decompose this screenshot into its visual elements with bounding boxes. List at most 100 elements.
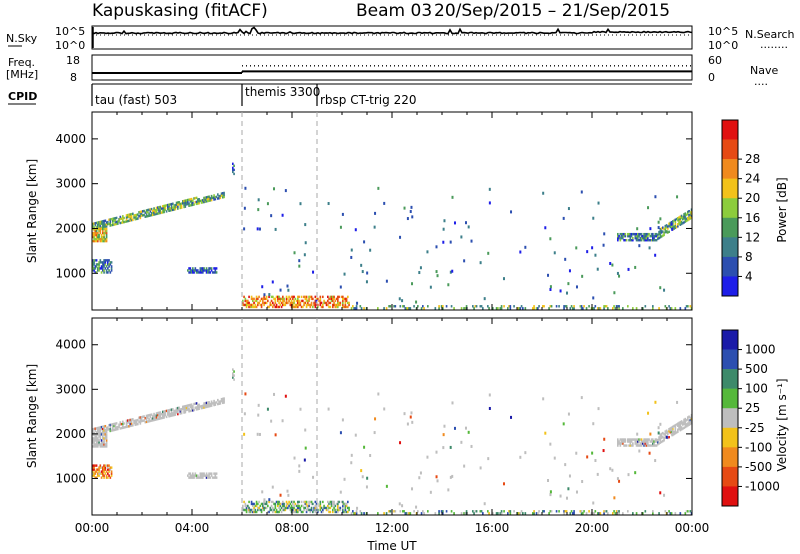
- band-power-cell: [114, 217, 117, 220]
- early-power-cell: [98, 235, 100, 239]
- evening-rise-velocity-cell: [663, 439, 665, 442]
- band-power-cell: [223, 191, 225, 195]
- evening-power-cell: [649, 234, 652, 238]
- band-velocity-cell: [209, 404, 212, 408]
- near-power-cell: [333, 303, 335, 307]
- evening-rise-velocity-cell: [685, 425, 688, 428]
- near-late-velocity-cell: [685, 510, 688, 513]
- near-velocity-cell: [270, 508, 273, 512]
- evening-power-cell: [632, 236, 634, 240]
- sparse-velocity-point: [354, 433, 357, 437]
- noise-tick-right-bottom: 10^0: [708, 39, 738, 52]
- near-power-cell: [345, 297, 348, 301]
- colorbar-segment: [722, 139, 738, 160]
- band-power-cell: [105, 225, 108, 228]
- near-velocity-cell: [250, 508, 253, 512]
- band-power-cell: [178, 203, 180, 206]
- evening-velocity-cell: [653, 440, 655, 443]
- band-power-cell: [134, 216, 137, 219]
- near-velocity-cell: [337, 510, 339, 514]
- near-late-power-cell: [465, 305, 468, 308]
- near-power-cell: [253, 305, 255, 309]
- evening-power-cell: [648, 238, 650, 242]
- evening-rise-power-cell: [672, 222, 674, 225]
- sparse-velocity-point: [401, 504, 404, 508]
- near-power-cell: [302, 305, 304, 309]
- band-power-cell: [187, 202, 189, 206]
- mid-low-velocity-cell: [198, 476, 200, 479]
- evening-velocity-cell: [630, 444, 633, 447]
- near-velocity-cell: [290, 500, 293, 504]
- near-velocity-cell: [322, 508, 324, 512]
- y-tick-label: 4000: [55, 132, 86, 146]
- band-power-cell: [205, 198, 208, 201]
- band-velocity-cell: [184, 411, 187, 414]
- near-power-cell: [342, 303, 344, 307]
- band-power-cell: [187, 198, 189, 202]
- evening-power-cell: [652, 236, 654, 240]
- band-velocity-cell: [135, 421, 138, 424]
- early-power-cell: [102, 229, 104, 233]
- band-power-cell: [209, 197, 212, 200]
- sparse-velocity-point: [627, 473, 630, 477]
- near-power-cell: [278, 297, 280, 301]
- evening-rise-power-cell: [672, 220, 674, 223]
- mid-low-power-cell: [197, 269, 199, 272]
- near-late-velocity-cell: [500, 510, 503, 513]
- band-power-cell: [165, 210, 168, 213]
- band-power-cell: [135, 213, 138, 217]
- evening-power-cell: [635, 238, 638, 242]
- band-velocity-cell: [183, 407, 185, 410]
- band-velocity-cell: [162, 416, 164, 420]
- early-low-power-cell: [103, 263, 105, 266]
- mid-low-velocity-cell: [193, 474, 195, 477]
- near-velocity-cell: [308, 504, 310, 508]
- band-power-cell: [158, 208, 160, 211]
- band-velocity-cell: [139, 420, 142, 423]
- sparse-velocity-point: [385, 484, 388, 488]
- evening-velocity-cell: [622, 442, 624, 445]
- near-power-cell: [247, 299, 249, 303]
- band-velocity-cell: [182, 405, 184, 409]
- band-velocity-cell: [194, 406, 197, 409]
- evening-power-cell: [644, 236, 647, 240]
- band-power-cell: [217, 193, 219, 196]
- near-power-cell: [255, 305, 258, 309]
- near-power-cell: [328, 297, 330, 301]
- sparse-velocity-point: [360, 469, 363, 473]
- early-velocity-cell: [100, 441, 103, 444]
- band-velocity-cell: [222, 399, 224, 403]
- near-power-cell: [253, 301, 255, 305]
- near-velocity-cell: [334, 504, 337, 508]
- near-power-cell: [248, 305, 250, 309]
- sparse-power-point: [271, 280, 274, 284]
- near-velocity-cell: [305, 500, 308, 504]
- near-power-cell: [280, 305, 283, 309]
- near-power-cell: [250, 303, 253, 307]
- band-velocity-cell: [152, 419, 154, 422]
- near-velocity-cell: [284, 506, 287, 510]
- evening-power-cell: [647, 234, 649, 238]
- evening-power-cell: [643, 234, 645, 238]
- evening-rise-power-cell: [688, 216, 690, 219]
- near-velocity-cell: [297, 504, 299, 508]
- early-velocity-cell: [100, 443, 103, 446]
- near-late-velocity-cell: [564, 510, 567, 513]
- near-late-velocity-cell: [360, 512, 363, 515]
- evening-rise-velocity-cell: [679, 424, 682, 428]
- band-power-cell: [183, 205, 185, 209]
- evening-velocity-cell: [635, 438, 638, 441]
- band-power-cell: [192, 201, 194, 205]
- near-velocity-cell: [292, 508, 294, 512]
- evening-power-cell: [639, 236, 642, 240]
- evening-rise-power-cell: [675, 217, 678, 221]
- evening-power-cell: [654, 234, 657, 238]
- band-power-cell: [97, 225, 99, 228]
- band-velocity-cell: [118, 423, 120, 426]
- band-power-cell: [155, 206, 158, 210]
- mid-low-power-cell: [197, 271, 199, 274]
- sparse-power-point: [483, 297, 486, 301]
- near-late-velocity-cell: [690, 512, 692, 515]
- band-power-cell: [125, 214, 128, 217]
